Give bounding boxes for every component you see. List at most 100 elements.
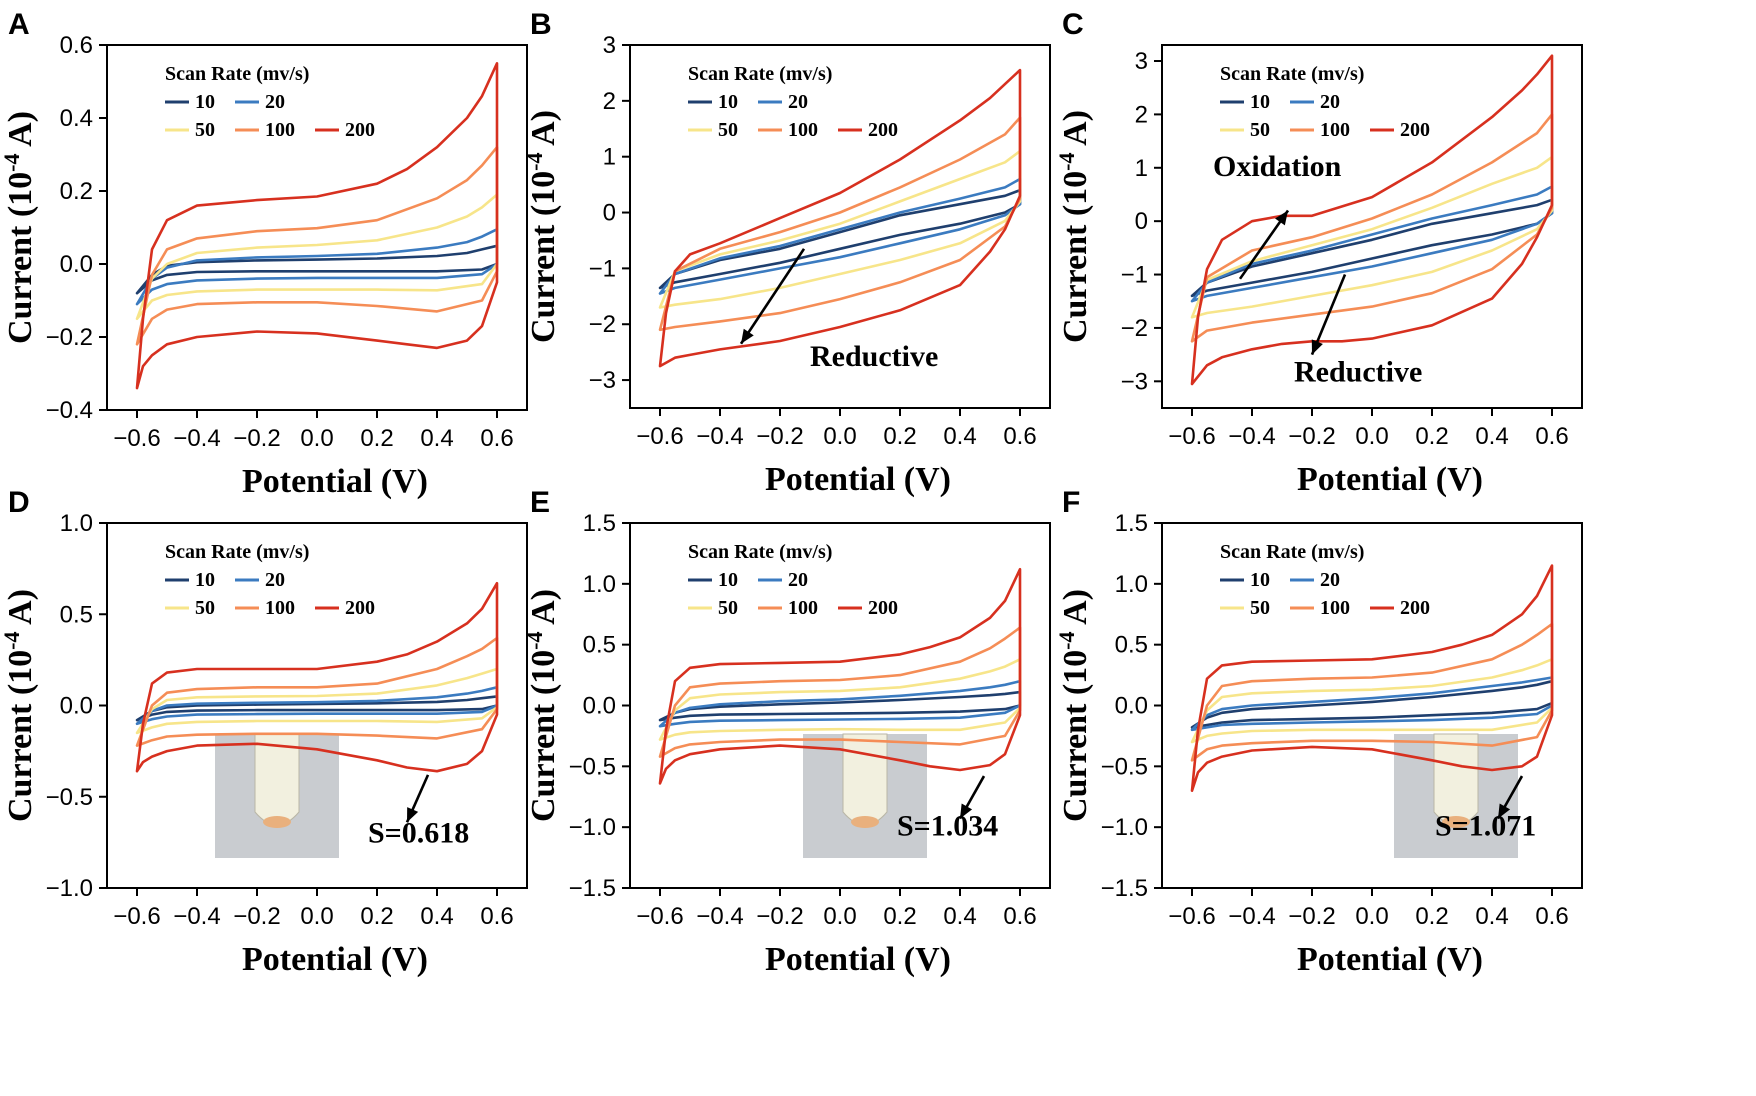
cv-curve-200	[1190, 564, 1554, 792]
x-tick-label: −0.6	[113, 425, 160, 452]
y-axis-title-unit: A)	[1057, 589, 1094, 632]
x-tick-label: −0.6	[636, 903, 683, 930]
x-tick-label: 0.0	[823, 903, 856, 930]
cv-curve-100	[135, 636, 499, 747]
annotation-label: Reductive	[1294, 355, 1422, 388]
y-tick-label: 1.0	[583, 571, 616, 598]
y-axis-title-superscript: -4	[0, 153, 24, 171]
x-tick-label: −0.4	[173, 425, 220, 452]
y-axis-title-main: Current (10	[525, 650, 562, 822]
y-tick-label: 1.0	[60, 510, 93, 537]
legend-label-200: 200	[345, 119, 375, 141]
y-tick-label: 0.5	[60, 601, 93, 628]
cv-curve-10	[135, 695, 499, 722]
y-tick-label: 1	[603, 144, 616, 171]
x-tick-label: 0.4	[943, 423, 976, 450]
legend-title: Scan Rate (mv/s)	[1220, 541, 1364, 563]
panel-letter: F	[1062, 486, 1080, 519]
x-axis-title: Potential (V)	[1297, 461, 1483, 498]
legend-label-200: 200	[868, 119, 898, 141]
x-tick-label: 0.2	[360, 425, 393, 452]
x-tick-label: 0.0	[300, 425, 333, 452]
annotation-arrow	[1310, 274, 1347, 356]
x-tick-label: 0.2	[1415, 903, 1448, 930]
legend-title: Scan Rate (mv/s)	[1220, 63, 1364, 85]
y-tick-label: 1.0	[1115, 571, 1148, 598]
inset-photo	[1394, 733, 1518, 858]
legend-label-50: 50	[718, 119, 738, 141]
test-tube-pellet	[263, 816, 291, 828]
y-axis-title-main: Current (10	[2, 650, 39, 822]
legend-title: Scan Rate (mv/s)	[165, 63, 309, 85]
x-tick-label: −0.4	[1228, 903, 1275, 930]
y-tick-label: 0.6	[60, 32, 93, 59]
y-tick-label: 0	[603, 200, 616, 227]
annotation-label: S=1.071	[1435, 810, 1536, 843]
x-tick-label: 0.6	[1535, 903, 1568, 930]
y-tick-label: −1.5	[1101, 875, 1148, 902]
legend-label-20: 20	[788, 569, 808, 591]
x-axis-title: Potential (V)	[1297, 941, 1483, 978]
x-tick-label: 0.6	[1003, 903, 1036, 930]
panel-letter: E	[530, 486, 550, 519]
y-axis-title-superscript: -4	[0, 631, 24, 649]
cv-curve-200	[658, 68, 1022, 368]
annotation-arrowhead	[960, 803, 973, 819]
y-axis-title-superscript: -4	[1054, 631, 1079, 649]
x-tick-label: 0.2	[1415, 423, 1448, 450]
annotation-label: S=0.618	[368, 816, 469, 849]
legend-label-10: 10	[195, 91, 215, 113]
panel-b: B −0.6 −0.4 −0.2 0.0 0.2 0.4 0.6 −3 −2 −1 0 1 2 3 Poten…	[522, 8, 1051, 498]
x-tick-label: 0.2	[883, 903, 916, 930]
legend-label-20: 20	[788, 91, 808, 113]
x-tick-label: −0.2	[756, 423, 803, 450]
legend-label-50: 50	[1250, 119, 1270, 141]
legend-label-100: 100	[788, 597, 818, 619]
y-axis-title-unit: A)	[525, 589, 562, 632]
legend-label-100: 100	[1320, 597, 1350, 619]
legend-label-200: 200	[345, 597, 375, 619]
x-tick-label: −0.2	[1288, 423, 1335, 450]
y-tick-label: −0.5	[46, 784, 93, 811]
cv-curve-200	[1190, 54, 1554, 386]
x-tick-label: −0.6	[1168, 423, 1215, 450]
legend-label-50: 50	[718, 597, 738, 619]
legend: Scan Rate (mv/s) 10 20 50 100 200	[1220, 541, 1430, 619]
test-tube	[842, 733, 888, 826]
cv-curve-200	[135, 581, 499, 773]
x-tick-label: 0.6	[480, 903, 513, 930]
x-tick-label: 0.4	[1475, 423, 1508, 450]
y-tick-label: −1.0	[1101, 814, 1148, 841]
legend-label-200: 200	[1400, 597, 1430, 619]
x-axis-title: Potential (V)	[765, 461, 951, 498]
legend-label-10: 10	[1250, 569, 1270, 591]
x-axis-title: Potential (V)	[765, 941, 951, 978]
legend: Scan Rate (mv/s) 10 20 50 100 200	[1220, 63, 1430, 141]
y-tick-label: 3	[603, 32, 616, 59]
y-tick-label: 0.5	[1115, 632, 1148, 659]
y-axis-title-main: Current (10	[525, 171, 562, 343]
legend-title: Scan Rate (mv/s)	[688, 63, 832, 85]
x-tick-label: −0.4	[696, 423, 743, 450]
y-tick-label: 1.5	[1115, 510, 1148, 537]
y-tick-label: −0.2	[46, 324, 93, 351]
y-tick-label: 1.5	[583, 510, 616, 537]
panel-letter: B	[530, 8, 552, 41]
x-tick-label: −0.4	[1228, 423, 1275, 450]
cv-curve-200	[135, 62, 499, 390]
y-axis-title-main: Current (10	[2, 172, 39, 344]
legend-label-20: 20	[1320, 91, 1340, 113]
x-tick-label: −0.2	[233, 425, 280, 452]
cv-curve-10	[135, 244, 499, 295]
panel-f: F −0.6 −0.4 −0.2 0.0 0.2 0.4 0.6 −1.5 −1.0 −0.5 0.0…	[1054, 486, 1583, 978]
legend: Scan Rate (mv/s) 10 20 50 100 200	[165, 63, 375, 141]
annotation-label: Oxidation	[1213, 150, 1342, 183]
plot-frame	[1161, 44, 1583, 409]
panel-c: C −0.6 −0.4 −0.2 0.0 0.2 0.4 0.6 −3 −2 −1 0 1 2 3 Poten…	[1054, 8, 1583, 498]
y-axis-title-unit: A)	[525, 110, 562, 153]
legend-title: Scan Rate (mv/s)	[688, 541, 832, 563]
y-tick-label: −2	[1121, 315, 1148, 342]
annotation-arrowhead	[741, 328, 754, 344]
y-axis-title: Current (10-4 A)	[1054, 589, 1094, 822]
